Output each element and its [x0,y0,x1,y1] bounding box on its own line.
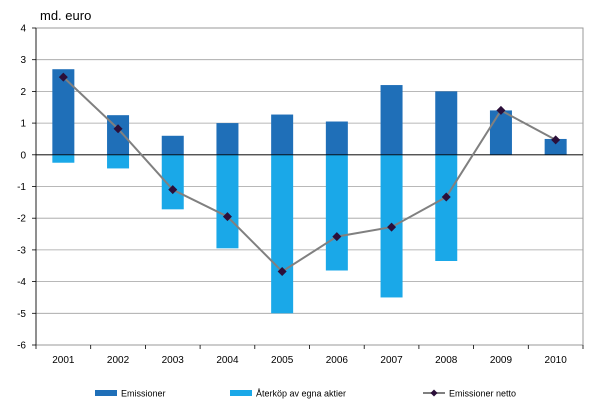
y-axis-title: md. euro [40,8,91,23]
x-tick-label: 2001 [52,355,75,366]
bar-emissioner [380,85,403,155]
bar-aterkop [161,154,184,210]
x-tick-label: 2002 [107,355,130,366]
y-tick-label: -5 [17,309,26,320]
bar-aterkop [52,154,75,163]
bar-aterkop [271,154,294,314]
bar-aterkop [435,154,458,261]
x-tick-label: 2006 [326,355,349,366]
legend-label: Återköp av egna aktier [256,389,346,399]
legend-swatch [230,390,252,396]
bar-emissioner [435,91,458,155]
bar-emissioner [161,135,184,155]
bar-emissioner [216,123,239,155]
point-emissioner-netto [222,212,232,222]
x-tick-label: 2004 [216,355,239,366]
y-tick-label: -1 [17,182,26,193]
legend-swatch [95,390,117,396]
bar-aterkop [107,154,130,169]
x-tick-label: 2005 [271,355,294,366]
x-tick-label: 2009 [490,355,513,366]
y-tick-label: 3 [20,55,26,66]
bar-emissioner [544,138,567,155]
y-tick-label: -3 [17,245,26,256]
point-emissioner-netto [113,124,123,134]
point-emissioner-netto [58,72,68,82]
bar-emissioner [107,115,130,155]
point-emissioner-netto [441,192,451,202]
x-tick-label: 2008 [435,355,458,366]
point-emissioner-netto [168,185,178,195]
bar-emissioner [325,121,348,155]
y-tick-label: -2 [17,214,26,225]
bar-emissioner [489,110,512,155]
bar-emissioner [52,69,75,155]
legend-label: Emissioner netto [449,389,516,399]
y-tick-label: 0 [20,150,26,161]
legend-label: Emissioner [121,389,166,399]
point-emissioner-netto [496,105,506,115]
bar-aterkop [216,154,239,249]
point-emissioner-netto [387,222,397,232]
y-tick-label: -4 [17,277,26,288]
point-emissioner-netto [277,266,287,276]
legend-swatch-marker [430,389,438,397]
line-emissioner-netto [62,76,557,273]
point-emissioner-netto [551,135,561,145]
bar-emissioner [271,114,294,155]
y-tick-label: -6 [17,341,26,352]
y-tick-label: 1 [20,119,26,130]
y-tick-label: 2 [20,87,26,98]
x-tick-label: 2003 [162,355,185,366]
x-tick-label: 2010 [545,355,568,366]
y-tick-label: 4 [20,24,26,35]
point-emissioner-netto [332,232,342,242]
x-tick-label: 2007 [380,355,403,366]
bar-aterkop [325,154,348,271]
